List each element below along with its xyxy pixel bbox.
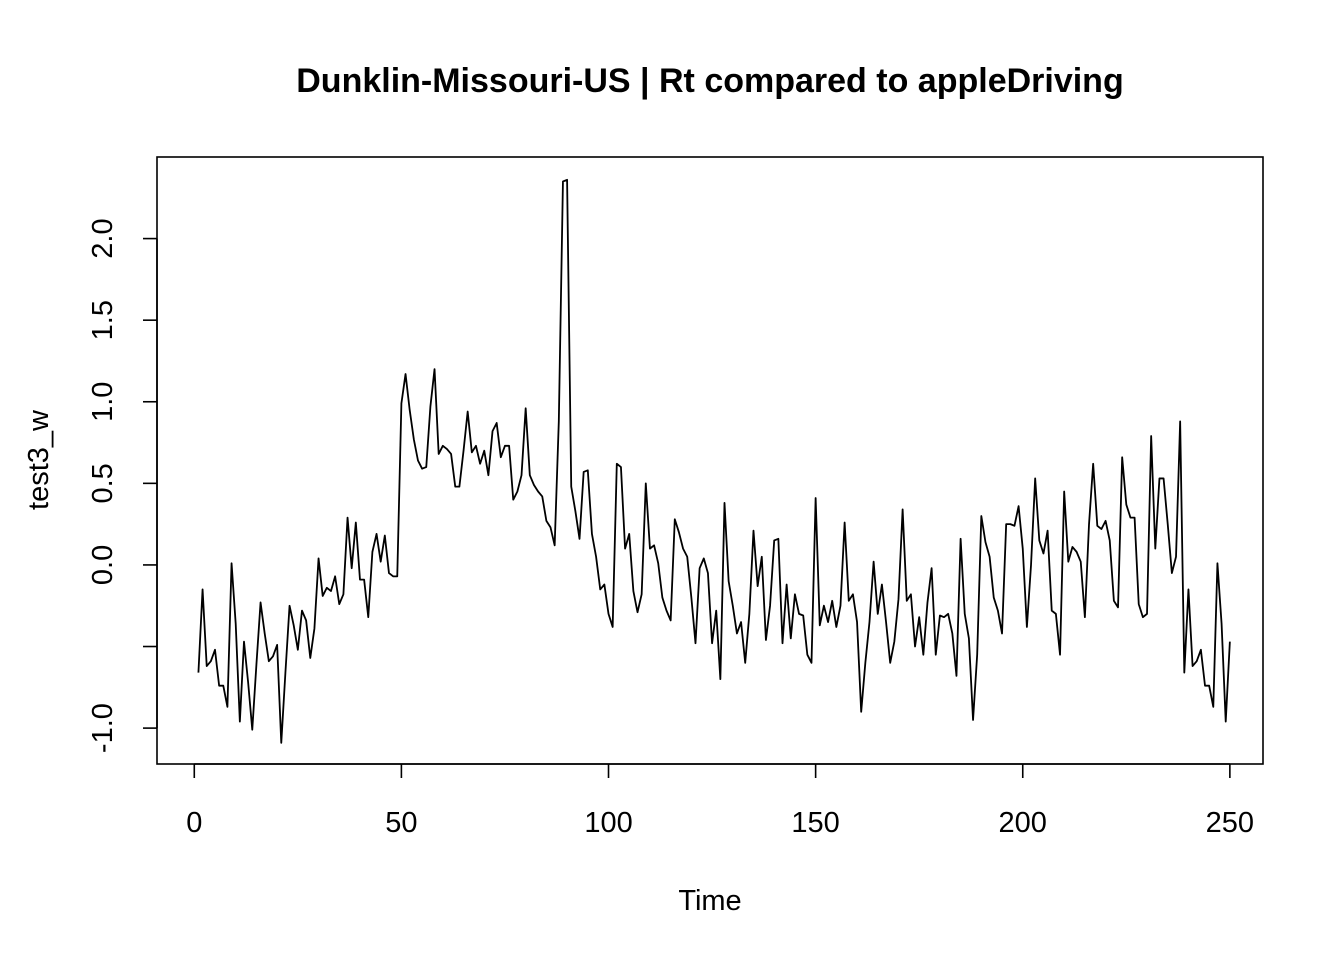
y-tick-label: 0.0	[87, 545, 119, 585]
x-tick-label: 50	[385, 807, 417, 839]
x-tick-label: 100	[584, 807, 632, 839]
chart-title: Dunklin-Missouri-US | Rt compared to app…	[296, 62, 1123, 100]
x-tick-label: 200	[999, 807, 1047, 839]
x-tick-label: 150	[791, 807, 839, 839]
x-axis: 0 50 100 150 200 250	[186, 763, 1254, 839]
series-line-test3-w	[197, 178, 1231, 744]
x-axis-label: Time	[678, 885, 741, 917]
y-tick-label: 0.5	[87, 463, 119, 503]
x-tick-label: 0	[186, 807, 202, 839]
y-axis: -1.0 0.0 0.5 1.0 1.5 2.0	[87, 218, 158, 753]
plot-frame	[156, 156, 1264, 765]
y-tick-label: 2.0	[87, 218, 119, 258]
y-tick-label: 1.5	[87, 300, 119, 340]
y-tick-label: 1.0	[87, 382, 119, 422]
x-tick-label: 250	[1206, 807, 1254, 839]
y-axis-label: test3_w	[23, 409, 55, 510]
y-tick-label: -1.0	[87, 703, 119, 753]
